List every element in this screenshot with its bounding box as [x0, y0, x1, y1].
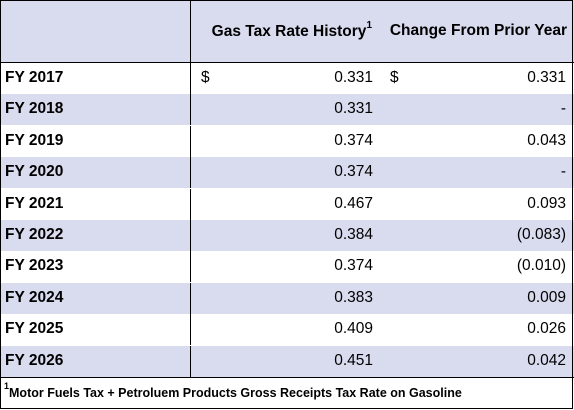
column-divider [190, 251, 191, 283]
row-year: FY 2023 [5, 257, 64, 275]
row-year: FY 2020 [5, 163, 64, 181]
column-divider [190, 94, 191, 126]
row-rate: 0.374 [334, 257, 373, 275]
row-change: - [560, 100, 566, 118]
table-row: FY 2018 0.331 - [0, 94, 574, 126]
row-change: 0.009 [527, 288, 566, 306]
column-divider [190, 157, 191, 189]
table-row: FY 2024 0.383 0.009 [0, 282, 574, 314]
row-year: FY 2025 [5, 320, 64, 338]
row-year: FY 2019 [5, 131, 64, 149]
header-change-cell: Change From Prior Year [378, 0, 573, 62]
row-change: (0.083) [516, 226, 566, 243]
row-change: - [560, 163, 566, 181]
row-rate: 0.331 [334, 69, 373, 86]
table-row: FY 2017 $ $0.331 0.331 [0, 63, 574, 94]
column-divider [190, 125, 191, 157]
row-rate: 0.451 [334, 351, 373, 369]
table-row: FY 2026 0.451 0.042 [0, 345, 574, 377]
row-year: FY 2017 [5, 69, 64, 86]
row-change: 0.042 [527, 351, 566, 369]
footnote-body: Motor Fuels Tax + Petroluem Products Gro… [9, 386, 462, 401]
table-row: FY 2023 0.374 (0.010) [0, 251, 574, 283]
header-change-label: Change From Prior Year [389, 22, 567, 39]
footnote-text: 1Motor Fuels Tax + Petroluem Products Gr… [4, 381, 462, 401]
row-rate: 0.467 [334, 194, 373, 212]
table-header: Gas Tax Rate History1 Change From Prior … [0, 0, 574, 63]
column-divider [190, 345, 191, 377]
column-divider [190, 63, 191, 94]
table-footnote: 1Motor Fuels Tax + Petroluem Products Gr… [0, 377, 574, 409]
row-change: 0.093 [527, 194, 566, 212]
row-rate: 0.374 [334, 131, 373, 149]
table-row: FY 2020 0.374 - [0, 157, 574, 189]
header-rate-label: Gas Tax Rate History1 [211, 20, 372, 41]
row-rate: 0.383 [334, 288, 373, 306]
column-divider [190, 188, 191, 220]
table-row: FY 2022 0.384 (0.083) [0, 220, 574, 251]
row-rate: 0.331 [334, 100, 373, 118]
row-year: FY 2018 [5, 100, 64, 118]
row-change: (0.010) [516, 257, 566, 275]
row-change: 0.043 [527, 131, 566, 149]
row-year: FY 2022 [5, 226, 64, 243]
header-rate-cell: Gas Tax Rate History1 [190, 0, 378, 62]
table-row: FY 2019 0.374 0.043 [0, 125, 574, 157]
row-change: 0.026 [527, 320, 566, 338]
header-rate-footnote-marker: 1 [366, 20, 372, 31]
row-rate: 0.384 [334, 226, 373, 243]
change-currency-symbol: $ [390, 69, 399, 86]
column-divider [190, 282, 191, 314]
row-change: 0.331 [527, 69, 566, 86]
footnote-marker: 1 [4, 381, 10, 391]
row-year: FY 2026 [5, 351, 64, 369]
row-rate: 0.409 [334, 320, 373, 338]
column-divider [190, 314, 191, 346]
table-row: FY 2025 0.409 0.026 [0, 314, 574, 346]
column-divider [190, 220, 191, 251]
rate-currency-symbol: $ [201, 69, 210, 86]
row-year: FY 2021 [5, 194, 64, 212]
table-row: FY 2021 0.467 0.093 [0, 188, 574, 220]
header-rate-text: Gas Tax Rate History [211, 23, 367, 41]
row-rate: 0.374 [334, 163, 373, 181]
row-year: FY 2024 [5, 288, 64, 306]
